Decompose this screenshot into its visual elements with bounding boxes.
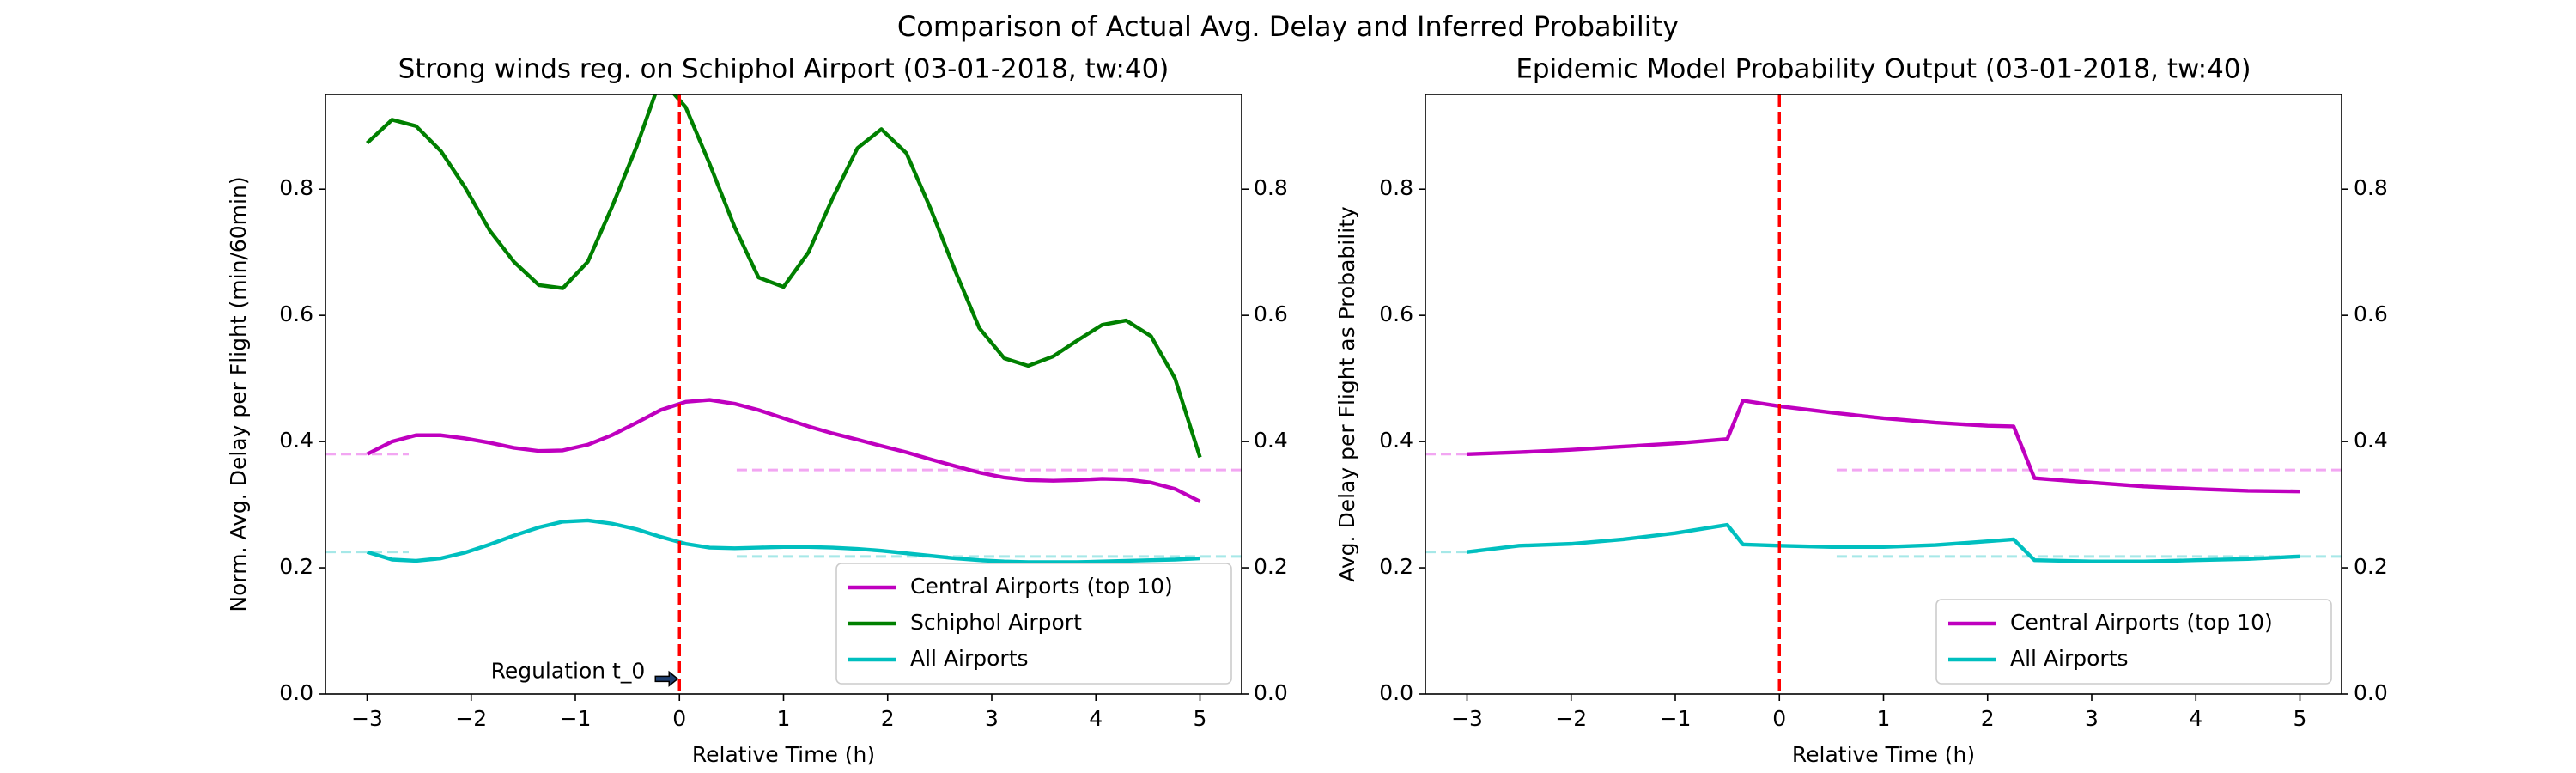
y2-tick-label: 0.4 <box>2354 428 2388 453</box>
plot-area <box>325 94 1242 694</box>
annotation-text: Regulation t_0 <box>491 658 646 683</box>
y-tick-label: 0.8 <box>1379 175 1413 200</box>
x-tick-label: −2 <box>1555 706 1587 731</box>
y-tick-label: 0.4 <box>1379 428 1413 453</box>
y2-tick-label: 0.8 <box>1254 175 1288 200</box>
x-tick-label: 0 <box>1772 706 1786 731</box>
x-tick-label: −2 <box>455 706 487 731</box>
y-tick-label: 0.2 <box>279 554 313 579</box>
legend-label: Central Airports (top 10) <box>2010 610 2273 635</box>
y2-tick-label: 0.6 <box>1254 301 1288 326</box>
x-tick-label: 3 <box>985 706 999 731</box>
x-axis-label: Relative Time (h) <box>692 742 875 767</box>
y2-tick-label: 0.8 <box>2354 175 2388 200</box>
axes-frame <box>325 94 1242 695</box>
y-tick-label: 0.0 <box>1379 680 1413 705</box>
y-tick-label: 0.6 <box>1379 301 1413 326</box>
subplot: Epidemic Model Probability Output (03-01… <box>1334 54 2388 768</box>
x-tick-label: 1 <box>1877 706 1891 731</box>
y-axis-label: Avg. Delay per Flight as Probability <box>1334 206 1359 582</box>
y-axis-label: Norm. Avg. Delay per Flight (min/60min) <box>226 176 251 612</box>
subplot-title: Epidemic Model Probability Output (03-01… <box>1516 54 2251 85</box>
series-line <box>1467 399 2300 494</box>
annotation-arrow <box>654 670 679 687</box>
y-tick-label: 0.2 <box>1379 554 1413 579</box>
x-tick-label: 0 <box>672 706 686 731</box>
axes-frame <box>1425 94 2342 695</box>
figure-title: Comparison of Actual Avg. Delay and Infe… <box>897 10 1679 43</box>
legend-frame <box>835 563 1232 685</box>
legend: Central Airports (top 10) Schiphol Airpor… <box>835 563 1232 685</box>
x-tick-label: 4 <box>1089 706 1103 731</box>
x-tick-label: 1 <box>777 706 791 731</box>
y2-tick-label: 0.2 <box>1254 554 1288 579</box>
x-tick-label: 3 <box>2085 706 2099 731</box>
x-tick-label: −3 <box>351 706 383 731</box>
y2-tick-label: 0.0 <box>2354 680 2388 705</box>
subplot-title: Strong winds reg. on Schiphol Airport (0… <box>398 54 1170 85</box>
x-tick-label: 2 <box>1981 706 1995 731</box>
legend-label: Central Airports (top 10) <box>910 574 1173 599</box>
subplot: Strong winds reg. on Schiphol Airport (0… <box>226 54 1288 768</box>
series-line <box>1467 522 2300 563</box>
y-tick-label: 0.8 <box>279 175 313 200</box>
y2-tick-label: 0.0 <box>1254 680 1288 705</box>
y-tick-label: 0.4 <box>279 428 313 453</box>
x-tick-label: −3 <box>1451 706 1483 731</box>
y2-tick-label: 0.4 <box>1254 428 1288 453</box>
x-tick-label: 5 <box>1194 706 1207 731</box>
series-line <box>366 398 1201 503</box>
y-tick-label: 0.0 <box>279 680 313 705</box>
x-tick-label: −1 <box>560 706 592 731</box>
series-line <box>366 518 1200 564</box>
legend-label: Schiphol Airport <box>910 610 1082 635</box>
x-tick-label: 4 <box>2189 706 2202 731</box>
y2-tick-label: 0.2 <box>2354 554 2388 579</box>
x-axis-label: Relative Time (h) <box>1792 742 1975 767</box>
y-tick-label: 0.6 <box>279 301 313 326</box>
series-line <box>365 94 1202 459</box>
y2-tick-label: 0.6 <box>2354 301 2388 326</box>
legend-frame <box>1935 599 2332 685</box>
x-tick-label: 5 <box>2293 706 2307 731</box>
x-tick-label: 2 <box>881 706 895 731</box>
x-tick-label: −1 <box>1660 706 1692 731</box>
plot-area <box>1425 94 2342 694</box>
legend-label: All Airports <box>910 646 1029 671</box>
legend-label: All Airports <box>2010 646 2129 671</box>
legend: Central Airports (top 10) All Airports <box>1935 599 2332 685</box>
